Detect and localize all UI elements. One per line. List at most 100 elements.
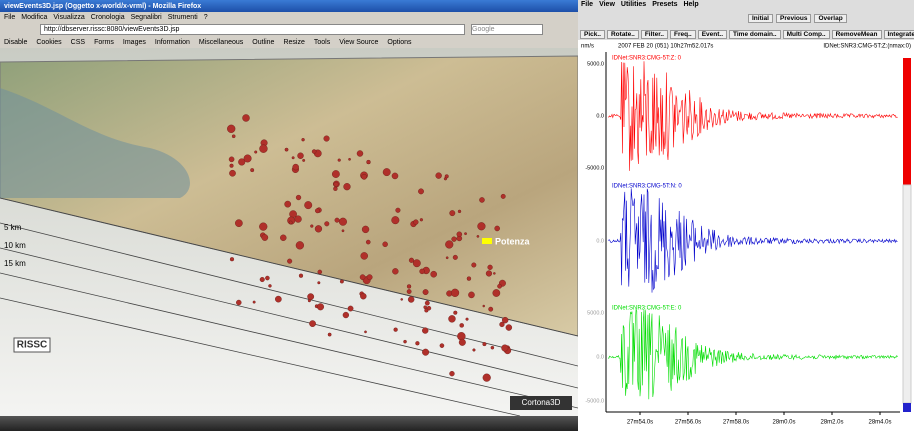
tool-button[interactable]: Time domain.. — [729, 30, 781, 39]
brand: Cortona3D — [522, 398, 561, 407]
menu-item[interactable]: File — [4, 14, 15, 21]
event-marker — [453, 311, 457, 315]
event-marker — [413, 260, 420, 267]
event-marker — [312, 149, 316, 153]
window-title: viewEvents3D.jsp (Oggetto x-world/x-vrml… — [4, 3, 201, 10]
event-marker — [262, 234, 268, 240]
event-marker — [364, 331, 366, 333]
event-marker — [440, 344, 444, 348]
toolbar-item[interactable]: Resize — [283, 39, 304, 46]
menu-item[interactable]: Utilities — [621, 1, 646, 8]
3d-view: 5 km 10 km 15 km Potenza RISSC Cortona3D — [0, 48, 578, 416]
button[interactable]: Previous — [776, 14, 811, 23]
event-marker — [466, 318, 469, 321]
event-marker — [452, 237, 457, 242]
tool-button[interactable]: Event.. — [698, 30, 727, 39]
channel-header: IDNet:SNR3:CMG-5T:Z:(nmax:0) — [823, 44, 911, 50]
event-marker — [298, 153, 304, 159]
menu-item[interactable]: ? — [204, 14, 208, 21]
event-marker — [285, 201, 291, 207]
event-marker — [473, 349, 476, 352]
event-marker — [344, 183, 351, 190]
event-marker — [489, 307, 493, 311]
event-marker — [420, 218, 423, 221]
menu-item[interactable]: Visualizza — [53, 14, 84, 21]
tool-button[interactable]: RemoveMean — [832, 30, 882, 39]
event-marker — [477, 235, 479, 237]
event-marker — [488, 265, 493, 270]
tool-button[interactable]: Freq.. — [670, 30, 696, 39]
event-marker — [468, 292, 474, 298]
event-marker — [457, 232, 462, 237]
event-marker — [361, 252, 368, 259]
menu-item[interactable]: Strumenti — [168, 14, 198, 21]
tool-button[interactable]: Filter.. — [641, 30, 668, 39]
event-marker — [409, 258, 414, 263]
event-marker — [407, 284, 411, 288]
event-marker — [308, 299, 311, 302]
menu-item[interactable]: Segnalibri — [131, 14, 162, 21]
tool-button[interactable]: Integrate — [884, 30, 914, 39]
event-marker — [299, 274, 303, 278]
event-marker — [502, 345, 509, 352]
url-field[interactable]: http://dbserver.rissc:8080/viewEvents3D.… — [40, 24, 465, 35]
toolbar-item[interactable]: Miscellaneous — [199, 39, 243, 46]
event-marker — [334, 182, 339, 187]
menu-item[interactable]: View — [599, 1, 615, 8]
y-tick-label: -5000.0 — [585, 166, 604, 172]
toolbar-item[interactable]: Disable — [4, 39, 27, 46]
toolbar-item[interactable]: Tools — [314, 39, 330, 46]
event-marker — [317, 303, 324, 310]
event-marker — [318, 270, 322, 274]
toolbar-item[interactable]: View Source — [339, 39, 378, 46]
button[interactable]: Overlap — [814, 14, 846, 23]
event-marker — [436, 173, 442, 179]
toolbar-item[interactable]: Outline — [252, 39, 274, 46]
event-marker — [407, 289, 411, 293]
event-marker — [348, 158, 350, 160]
menu-item[interactable]: File — [581, 1, 593, 8]
toolbar-item[interactable]: CSS — [71, 39, 85, 46]
event-marker — [467, 277, 471, 281]
menu-item[interactable]: Cronologia — [91, 14, 125, 21]
event-marker — [287, 259, 292, 264]
button[interactable]: Initial — [748, 14, 773, 23]
event-marker — [304, 201, 312, 209]
menu-item[interactable]: Modifica — [21, 14, 47, 21]
event-marker — [285, 148, 288, 151]
event-marker — [362, 174, 367, 179]
x-tick-label: 27m58.0s — [723, 420, 749, 426]
toolbar-item[interactable]: Cookies — [36, 39, 61, 46]
start-time: 2007 FEB 20 (051) 10h27m52.017s — [618, 44, 713, 50]
event-marker — [497, 284, 501, 288]
tool-button[interactable]: Pick.. — [580, 30, 605, 39]
menu-item[interactable]: Presets — [652, 1, 677, 8]
search-field[interactable]: Google — [471, 24, 543, 35]
event-marker — [366, 240, 370, 244]
toolbar-item[interactable]: Options — [387, 39, 411, 46]
event-marker — [449, 371, 454, 376]
nav-bar: http://dbserver.rissc:8080/viewEvents3D.… — [0, 22, 578, 36]
event-marker — [296, 195, 301, 200]
toolbar-item[interactable]: Images — [123, 39, 146, 46]
y-tick-label: 0.0 — [596, 238, 604, 244]
event-marker — [453, 255, 458, 260]
toolbar-item[interactable]: Information — [155, 39, 190, 46]
event-marker — [464, 232, 466, 234]
event-marker — [425, 301, 429, 305]
toolbar-item[interactable]: Forms — [94, 39, 114, 46]
tool-button[interactable]: Rotate.. — [607, 30, 639, 39]
event-marker — [328, 333, 331, 336]
browser-window: viewEvents3D.jsp (Oggetto x-world/x-vrml… — [0, 0, 578, 431]
y-tick-label: 5000.0 — [587, 310, 604, 316]
event-marker — [348, 306, 353, 311]
event-marker — [260, 277, 265, 282]
menu-item[interactable]: Help — [683, 1, 698, 8]
event-marker — [318, 281, 321, 284]
title-bar: viewEvents3D.jsp (Oggetto x-world/x-vrml… — [0, 0, 578, 12]
event-marker — [310, 225, 313, 228]
navigation-bar[interactable] — [0, 416, 578, 431]
event-marker — [448, 315, 455, 322]
tool-button[interactable]: Multi Comp.. — [783, 30, 830, 39]
